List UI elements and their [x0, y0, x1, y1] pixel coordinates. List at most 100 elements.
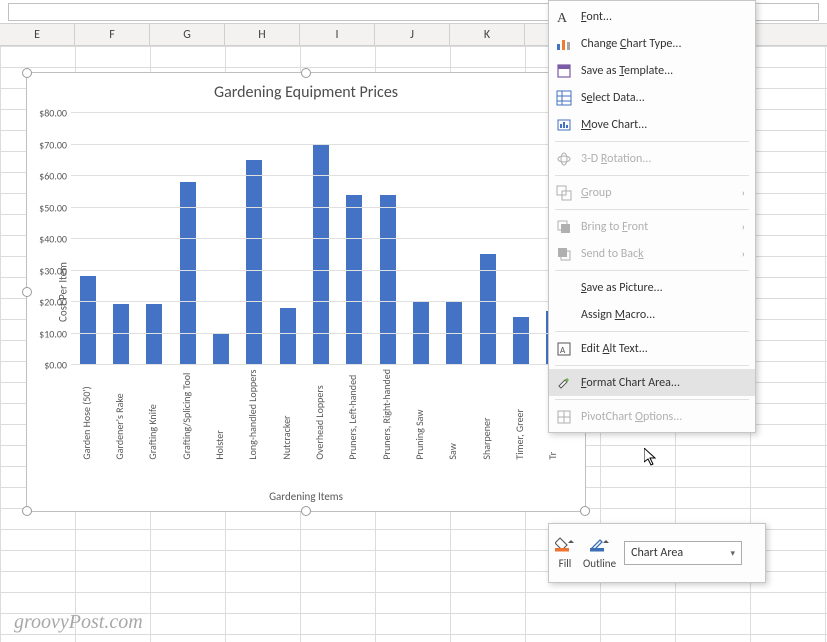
- fill-label: Fill: [559, 557, 572, 570]
- resize-handle-bl[interactable]: [22, 506, 32, 516]
- menu-item-label: Send to Back: [581, 247, 734, 261]
- gridline: [71, 333, 571, 334]
- menu-item-label: 3-D Rotation...: [581, 152, 745, 166]
- column-header[interactable]: F: [75, 24, 150, 45]
- select-data-icon: [555, 89, 573, 107]
- x-tick-label: Pruning Saw: [413, 369, 429, 460]
- menu-item-assign-macro[interactable]: Assign Macro...: [549, 301, 755, 328]
- x-tick-label: Timer, Greer: [513, 369, 529, 460]
- bar[interactable]: [346, 195, 362, 364]
- resize-handle-tm[interactable]: [301, 68, 311, 78]
- x-tick-label: Grafting/Splicing Tool: [180, 369, 196, 460]
- resize-handle-bm[interactable]: [301, 506, 311, 516]
- move-chart-icon: [555, 116, 573, 134]
- column-header[interactable]: E: [0, 24, 75, 45]
- column-header[interactable]: G: [150, 24, 225, 45]
- resize-handle-br[interactable]: [580, 506, 590, 516]
- outline-button[interactable]: Outline: [583, 536, 616, 570]
- template-icon: [555, 62, 573, 80]
- menu-item-save-as-template[interactable]: Save as Template...: [549, 57, 755, 84]
- menu-item-label: Group: [581, 186, 734, 200]
- mini-toolbar: Fill Outline Chart Area ▾: [548, 523, 766, 583]
- plot-area[interactable]: Garden Hose (50')Gardener's RakeGrafting…: [71, 113, 571, 365]
- x-tick-label: Overhead Loppers: [313, 369, 329, 460]
- bar[interactable]: [80, 276, 96, 364]
- x-tick-label: Holster: [213, 369, 229, 460]
- rotate-3d-icon: [555, 150, 573, 168]
- bar[interactable]: [513, 317, 529, 364]
- x-tick-label: Sharpener: [480, 369, 496, 460]
- menu-item-move-chart[interactable]: Move Chart...: [549, 111, 755, 138]
- gridline: [71, 207, 571, 208]
- menu-item-edit-alt-text[interactable]: AEdit Alt Text...: [549, 335, 755, 362]
- column-header[interactable]: J: [375, 24, 450, 45]
- bar[interactable]: [113, 304, 129, 364]
- gridline: [71, 238, 571, 239]
- blank-icon: [555, 306, 573, 324]
- embedded-chart[interactable]: Gardening Equipment Prices Cost Per Item…: [26, 72, 586, 512]
- menu-separator: [555, 399, 749, 400]
- blank-icon: [555, 279, 573, 297]
- y-tick-label: $0.00: [44, 359, 67, 372]
- gridline: [71, 112, 571, 113]
- bar[interactable]: [213, 333, 229, 364]
- column-header[interactable]: K: [450, 24, 525, 45]
- column-header[interactable]: H: [225, 24, 300, 45]
- menu-item-label: Select Data...: [581, 91, 745, 105]
- menu-item-font[interactable]: A Font...: [549, 3, 755, 30]
- chevron-right-icon: ›: [742, 186, 745, 199]
- chevron-right-icon: ›: [742, 220, 745, 233]
- alt-text-icon: A: [555, 340, 573, 358]
- menu-item-change-chart-type[interactable]: Change Chart Type...: [549, 30, 755, 57]
- context-menu: A Font... Change Chart Type... Save as Temp…: [548, 0, 756, 433]
- watermark: groovyPost.com: [14, 611, 143, 634]
- chart-element-dropdown[interactable]: Chart Area ▾: [624, 541, 742, 565]
- menu-item-label: Save as Template...: [581, 64, 745, 78]
- menu-separator: [555, 175, 749, 176]
- gridline: [71, 301, 571, 302]
- menu-item-label: Font...: [581, 10, 745, 24]
- menu-item-format-chart-area[interactable]: Format Chart Area...: [549, 369, 755, 396]
- x-axis-title[interactable]: Gardening Items: [27, 490, 585, 503]
- x-tick-label: Grafting Knife: [146, 369, 162, 460]
- x-tick-label: Pruners, Left-handed: [346, 369, 362, 460]
- bar[interactable]: [480, 254, 496, 364]
- svg-text:A: A: [560, 345, 566, 356]
- menu-item-group: Group ›: [549, 179, 755, 206]
- format-icon: [555, 374, 573, 392]
- x-axis-labels: Garden Hose (50')Gardener's RakeGrafting…: [71, 365, 571, 460]
- x-tick-label: Nutcracker: [280, 369, 296, 460]
- menu-item-pivotchart-options: PivotChart Options...: [549, 403, 755, 430]
- bring-front-icon: [555, 218, 573, 236]
- gridline: [71, 175, 571, 176]
- fill-bucket-icon: [555, 536, 575, 555]
- y-tick-label: $70.00: [39, 138, 67, 151]
- x-tick-label: Garden Hose (50'): [80, 369, 96, 460]
- gridline: [71, 364, 571, 365]
- y-tick-label: $20.00: [39, 296, 67, 309]
- menu-item-3-d-rotation: 3-D Rotation...: [549, 145, 755, 172]
- bar[interactable]: [146, 304, 162, 364]
- chart-type-icon: [555, 35, 573, 53]
- menu-item-save-as-picture[interactable]: Save as Picture...: [549, 274, 755, 301]
- dropdown-value: Chart Area: [631, 546, 683, 560]
- chevron-right-icon: ›: [742, 247, 745, 260]
- bar[interactable]: [313, 144, 329, 364]
- bar[interactable]: [180, 182, 196, 364]
- pen-outline-icon: [590, 536, 610, 555]
- menu-item-select-data[interactable]: Select Data...: [549, 84, 755, 111]
- menu-item-label: Save as Picture...: [581, 281, 745, 295]
- font-icon: A: [555, 8, 573, 26]
- x-tick-label: Pruners, Right-handed: [380, 369, 396, 460]
- bar[interactable]: [280, 308, 296, 364]
- resize-handle-tl[interactable]: [22, 68, 32, 78]
- bar-series[interactable]: [71, 113, 571, 365]
- menu-item-label: Format Chart Area...: [581, 376, 745, 390]
- fill-button[interactable]: Fill: [555, 536, 575, 570]
- y-tick-label: $60.00: [39, 170, 67, 183]
- bar[interactable]: [380, 195, 396, 364]
- y-tick-label: $40.00: [39, 233, 67, 246]
- column-header[interactable]: I: [300, 24, 375, 45]
- resize-handle-ml[interactable]: [22, 287, 32, 297]
- chevron-down-icon: ▾: [731, 548, 736, 559]
